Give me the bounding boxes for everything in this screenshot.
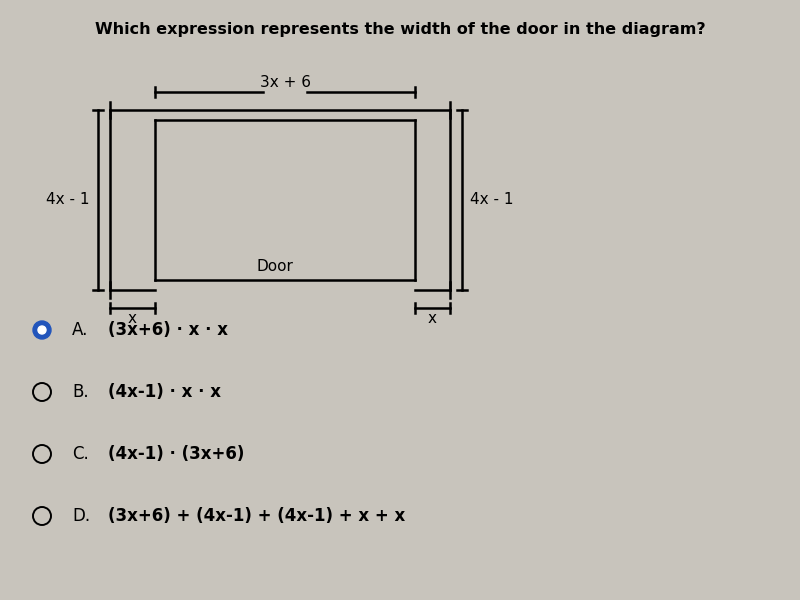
Text: 4x - 1: 4x - 1 [470,193,514,208]
Text: (3x+6) · x · x: (3x+6) · x · x [108,321,228,339]
Circle shape [38,326,46,334]
Text: x: x [128,311,137,326]
Text: C.: C. [72,445,89,463]
Text: B.: B. [72,383,89,401]
Circle shape [33,321,51,339]
Text: Which expression represents the width of the door in the diagram?: Which expression represents the width of… [94,22,706,37]
Text: (4x-1) · (3x+6): (4x-1) · (3x+6) [108,445,244,463]
Text: 3x + 6: 3x + 6 [259,75,310,90]
Text: Door: Door [257,259,294,274]
Text: (4x-1) · x · x: (4x-1) · x · x [108,383,221,401]
Text: (3x+6) + (4x-1) + (4x-1) + x + x: (3x+6) + (4x-1) + (4x-1) + x + x [108,507,406,525]
Text: A.: A. [72,321,88,339]
Text: D.: D. [72,507,90,525]
Text: 4x - 1: 4x - 1 [46,193,90,208]
Text: x: x [428,311,437,326]
